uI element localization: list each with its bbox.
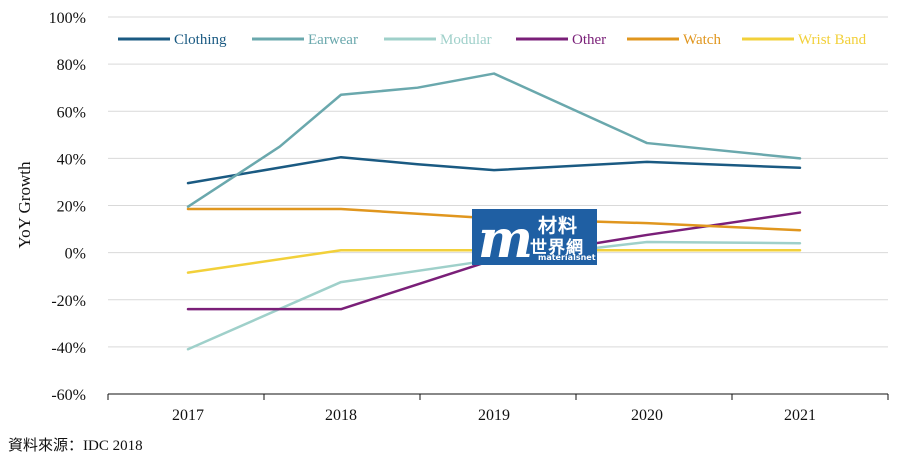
series-line-clothing: [186, 155, 802, 185]
source-caption: 資料來源：IDC 2018: [8, 438, 143, 454]
logo-m-glyph: m: [478, 209, 533, 265]
legend-label-wrist-band: Wrist Band: [798, 32, 867, 48]
legend-label-earwear: Earwear: [308, 32, 358, 48]
y-tick-label: 0%: [65, 246, 86, 263]
legend-label-watch: Watch: [683, 32, 721, 48]
y-tick-label: 60%: [57, 104, 86, 121]
legend-label-modular: Modular: [440, 32, 492, 48]
series-line-earwear: [186, 72, 802, 208]
x-tick-label: 2018: [325, 407, 357, 424]
y-axis-label: YoY Growth: [15, 161, 34, 248]
y-tick-label: 100%: [49, 10, 86, 27]
x-tick-label: 2021: [784, 407, 816, 424]
materialsnet-logo: m 材料 世界網 materialsnet: [472, 209, 597, 265]
y-tick-label: 40%: [57, 151, 86, 168]
y-tick-label: -20%: [51, 293, 86, 310]
legend-label-clothing: Clothing: [174, 32, 227, 48]
svg-text:m: m: [478, 209, 533, 265]
logo-en: materialsnet: [538, 253, 596, 262]
legend-label-other: Other: [572, 32, 606, 48]
y-tick-label: 80%: [57, 57, 86, 74]
x-tick-label: 2017: [172, 407, 204, 424]
x-tick-label: 2020: [631, 407, 663, 424]
y-tick-label: 20%: [57, 199, 86, 216]
y-tick-label: -60%: [51, 387, 86, 404]
y-tick-label: -40%: [51, 340, 86, 357]
logo-cn-line1: 材料: [538, 215, 579, 237]
x-tick-label: 2019: [478, 407, 510, 424]
logo-cn-line2: 世界網: [530, 238, 584, 258]
